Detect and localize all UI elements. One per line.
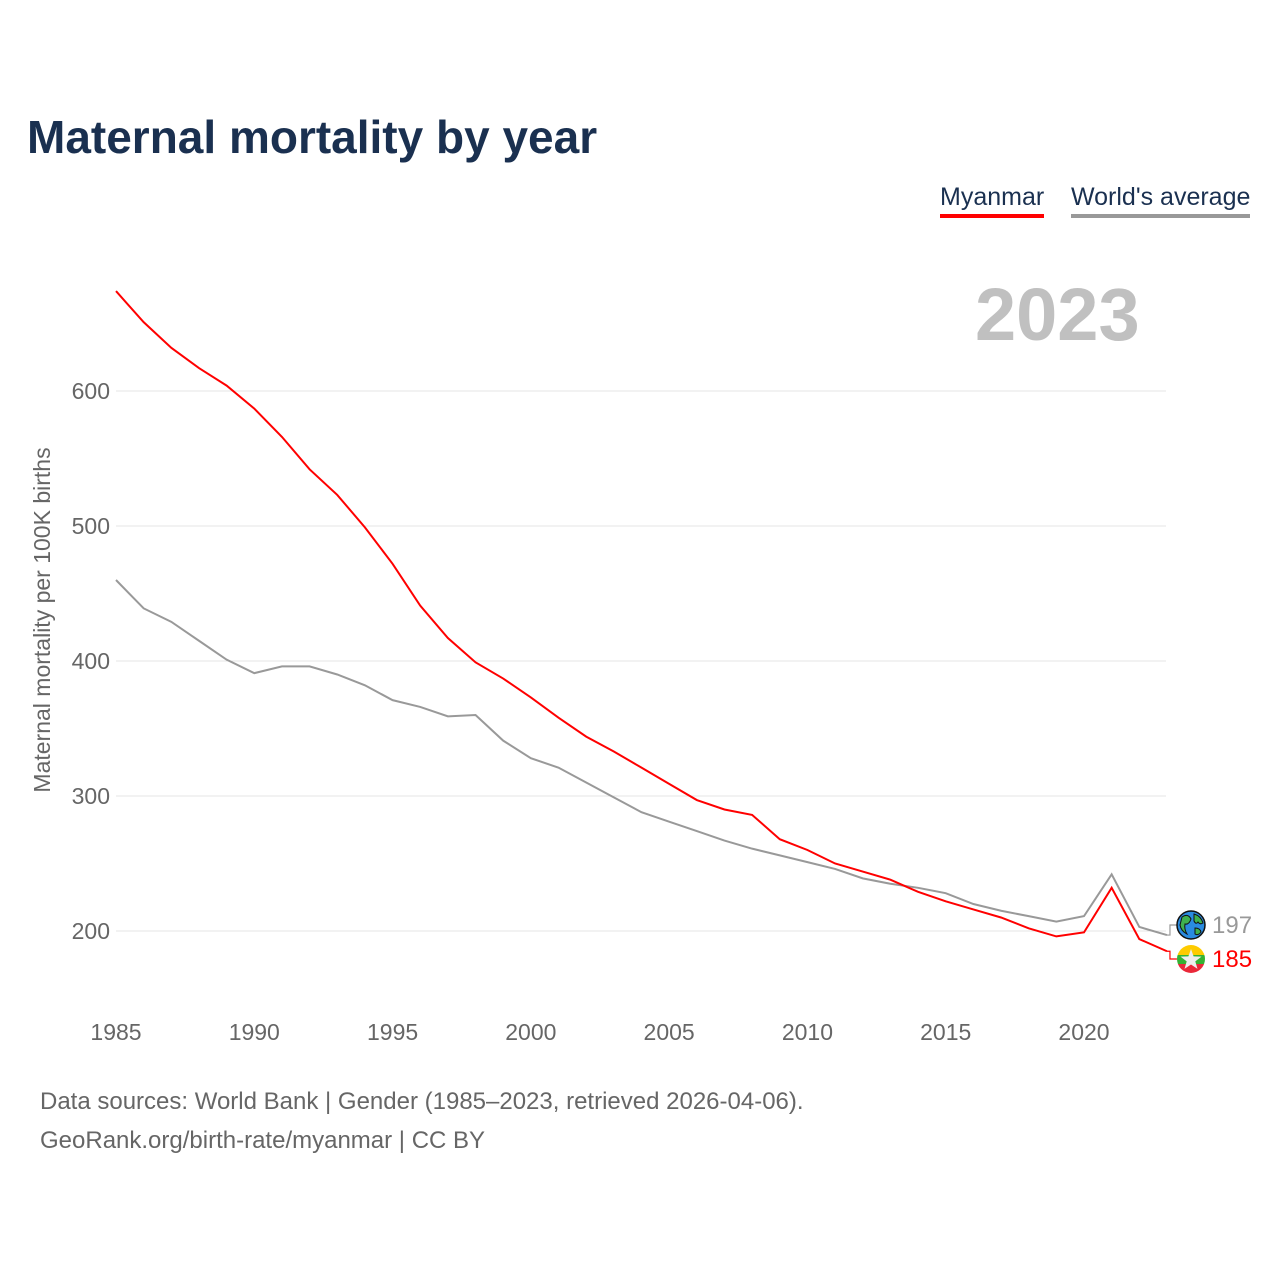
myanmar-flag-icon [1177,945,1205,973]
y-tick-label: 200 [72,918,110,944]
x-tick-label: 2010 [782,1019,833,1045]
x-tick-label: 2005 [644,1019,695,1045]
footer-credit: GeoRank.org/birth-rate/myanmar | CC BY [40,1127,486,1154]
y-tick-label: 300 [72,783,110,809]
legend-world-average[interactable]: World's average [1071,183,1251,218]
year-label: 2023 [975,273,1140,356]
end-value-label: 197 [1212,912,1252,939]
y-axis-label: Maternal mortality per 100K births [29,447,55,792]
footer-sources: Data sources: World Bank | Gender (1985–… [40,1088,804,1115]
chart-title: Maternal mortality by year [27,111,598,163]
x-tick-label: 1990 [229,1019,280,1045]
end-connector [1166,950,1177,960]
y-tick-label: 400 [72,648,110,674]
series-line-myanmar [115,290,1168,953]
x-tick-label: 2000 [505,1019,556,1045]
legend-myanmar[interactable]: Myanmar [940,183,1045,218]
globe-icon [1176,910,1206,940]
end-value-label: 185 [1212,946,1252,973]
y-tick-label: 600 [72,378,110,404]
x-tick-label: 2020 [1058,1019,1109,1045]
y-tick-label: 500 [72,513,110,539]
series-line-world [115,579,1168,937]
x-tick-label: 1985 [90,1019,141,1045]
x-tick-label: 1995 [367,1019,418,1045]
x-tick-label: 2015 [920,1019,971,1045]
end-connector [1166,924,1177,936]
